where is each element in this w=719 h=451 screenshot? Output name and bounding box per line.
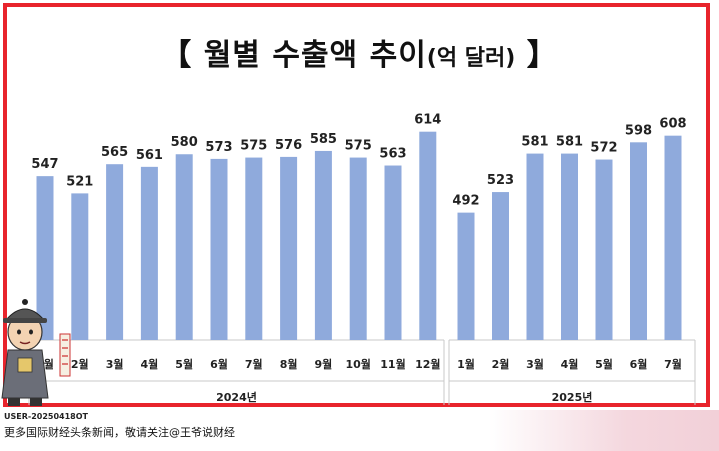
bar-chart: 547 1월 521 2월 565 3월 561 4월 580 5월 573 6월 575 7월 576 8월…	[28, 113, 696, 405]
data-label: 492	[452, 194, 479, 209]
data-label: 575	[240, 139, 267, 154]
bar	[419, 131, 437, 340]
group-label: 2025년	[552, 390, 593, 404]
chart-title: 【 월별 수출액 추이(억 달러) 】	[0, 30, 719, 74]
tick-label: 11월	[380, 357, 405, 371]
tick-label: 5월	[595, 357, 613, 371]
data-label: 565	[101, 145, 128, 160]
tick-label: 5월	[175, 357, 193, 371]
data-label: 523	[487, 173, 514, 188]
bar	[384, 165, 402, 340]
bar	[210, 158, 228, 340]
title-close-bracket: 】	[526, 38, 558, 73]
data-label: 608	[659, 117, 686, 132]
data-label: 585	[310, 132, 337, 147]
tick-label: 7월	[245, 357, 263, 371]
bar	[526, 153, 544, 340]
bar	[664, 135, 682, 340]
tick-label: 4월	[141, 357, 159, 371]
tick-label: 8월	[280, 357, 298, 371]
tick-label: 3월	[106, 357, 124, 371]
bar	[71, 193, 89, 340]
tick-label: 2월	[71, 357, 89, 371]
data-label: 563	[379, 147, 406, 162]
bar	[280, 156, 298, 340]
tick-label: 3월	[526, 357, 544, 371]
title-main: 월별 수출액 추이	[203, 38, 427, 73]
data-label: 521	[66, 174, 93, 189]
tick-label: 1월	[457, 357, 475, 371]
data-label: 575	[345, 139, 372, 154]
tick-label: 10월	[345, 357, 370, 371]
data-label: 598	[625, 123, 652, 138]
data-label: 572	[590, 141, 617, 156]
data-label: 580	[171, 135, 198, 150]
footer-id: USER-20250418OT	[4, 412, 88, 421]
tick-label: 4월	[561, 357, 579, 371]
data-label: 561	[136, 148, 163, 163]
data-label: 581	[556, 135, 583, 150]
title-unit: (억 달러)	[426, 46, 516, 71]
tick-label: 7월	[664, 357, 682, 371]
bar	[630, 142, 647, 340]
bar	[36, 176, 54, 340]
title-open-bracket: 【	[161, 38, 193, 73]
data-label: 614	[414, 113, 441, 128]
tick-label: 6월	[210, 357, 228, 371]
data-label: 547	[31, 157, 58, 172]
bar	[349, 157, 367, 340]
tick-label: 12월	[415, 357, 440, 371]
bar	[314, 150, 332, 340]
group-label: 2024년	[216, 390, 257, 404]
bar	[175, 154, 193, 340]
footer-fade	[489, 410, 719, 451]
bar	[457, 212, 475, 340]
bar	[140, 166, 158, 340]
bar	[595, 159, 613, 340]
cartoon-official-mascot-icon	[1, 299, 71, 406]
data-label: 581	[521, 135, 548, 150]
bar	[561, 153, 578, 340]
tick-label: 2월	[492, 357, 510, 371]
data-label: 576	[275, 138, 302, 153]
footer-text: 更多国际财经头条新闻，敬请关注@王爷说财经	[4, 426, 235, 439]
footer: USER-20250418OT 更多国际财经头条新闻，敬请关注@王爷说财经	[0, 410, 719, 451]
tick-label: 6월	[630, 357, 648, 371]
tick-label: 9월	[315, 357, 333, 371]
bar	[492, 192, 509, 340]
bar	[106, 164, 124, 340]
bar	[245, 157, 263, 340]
data-label: 573	[205, 140, 232, 155]
